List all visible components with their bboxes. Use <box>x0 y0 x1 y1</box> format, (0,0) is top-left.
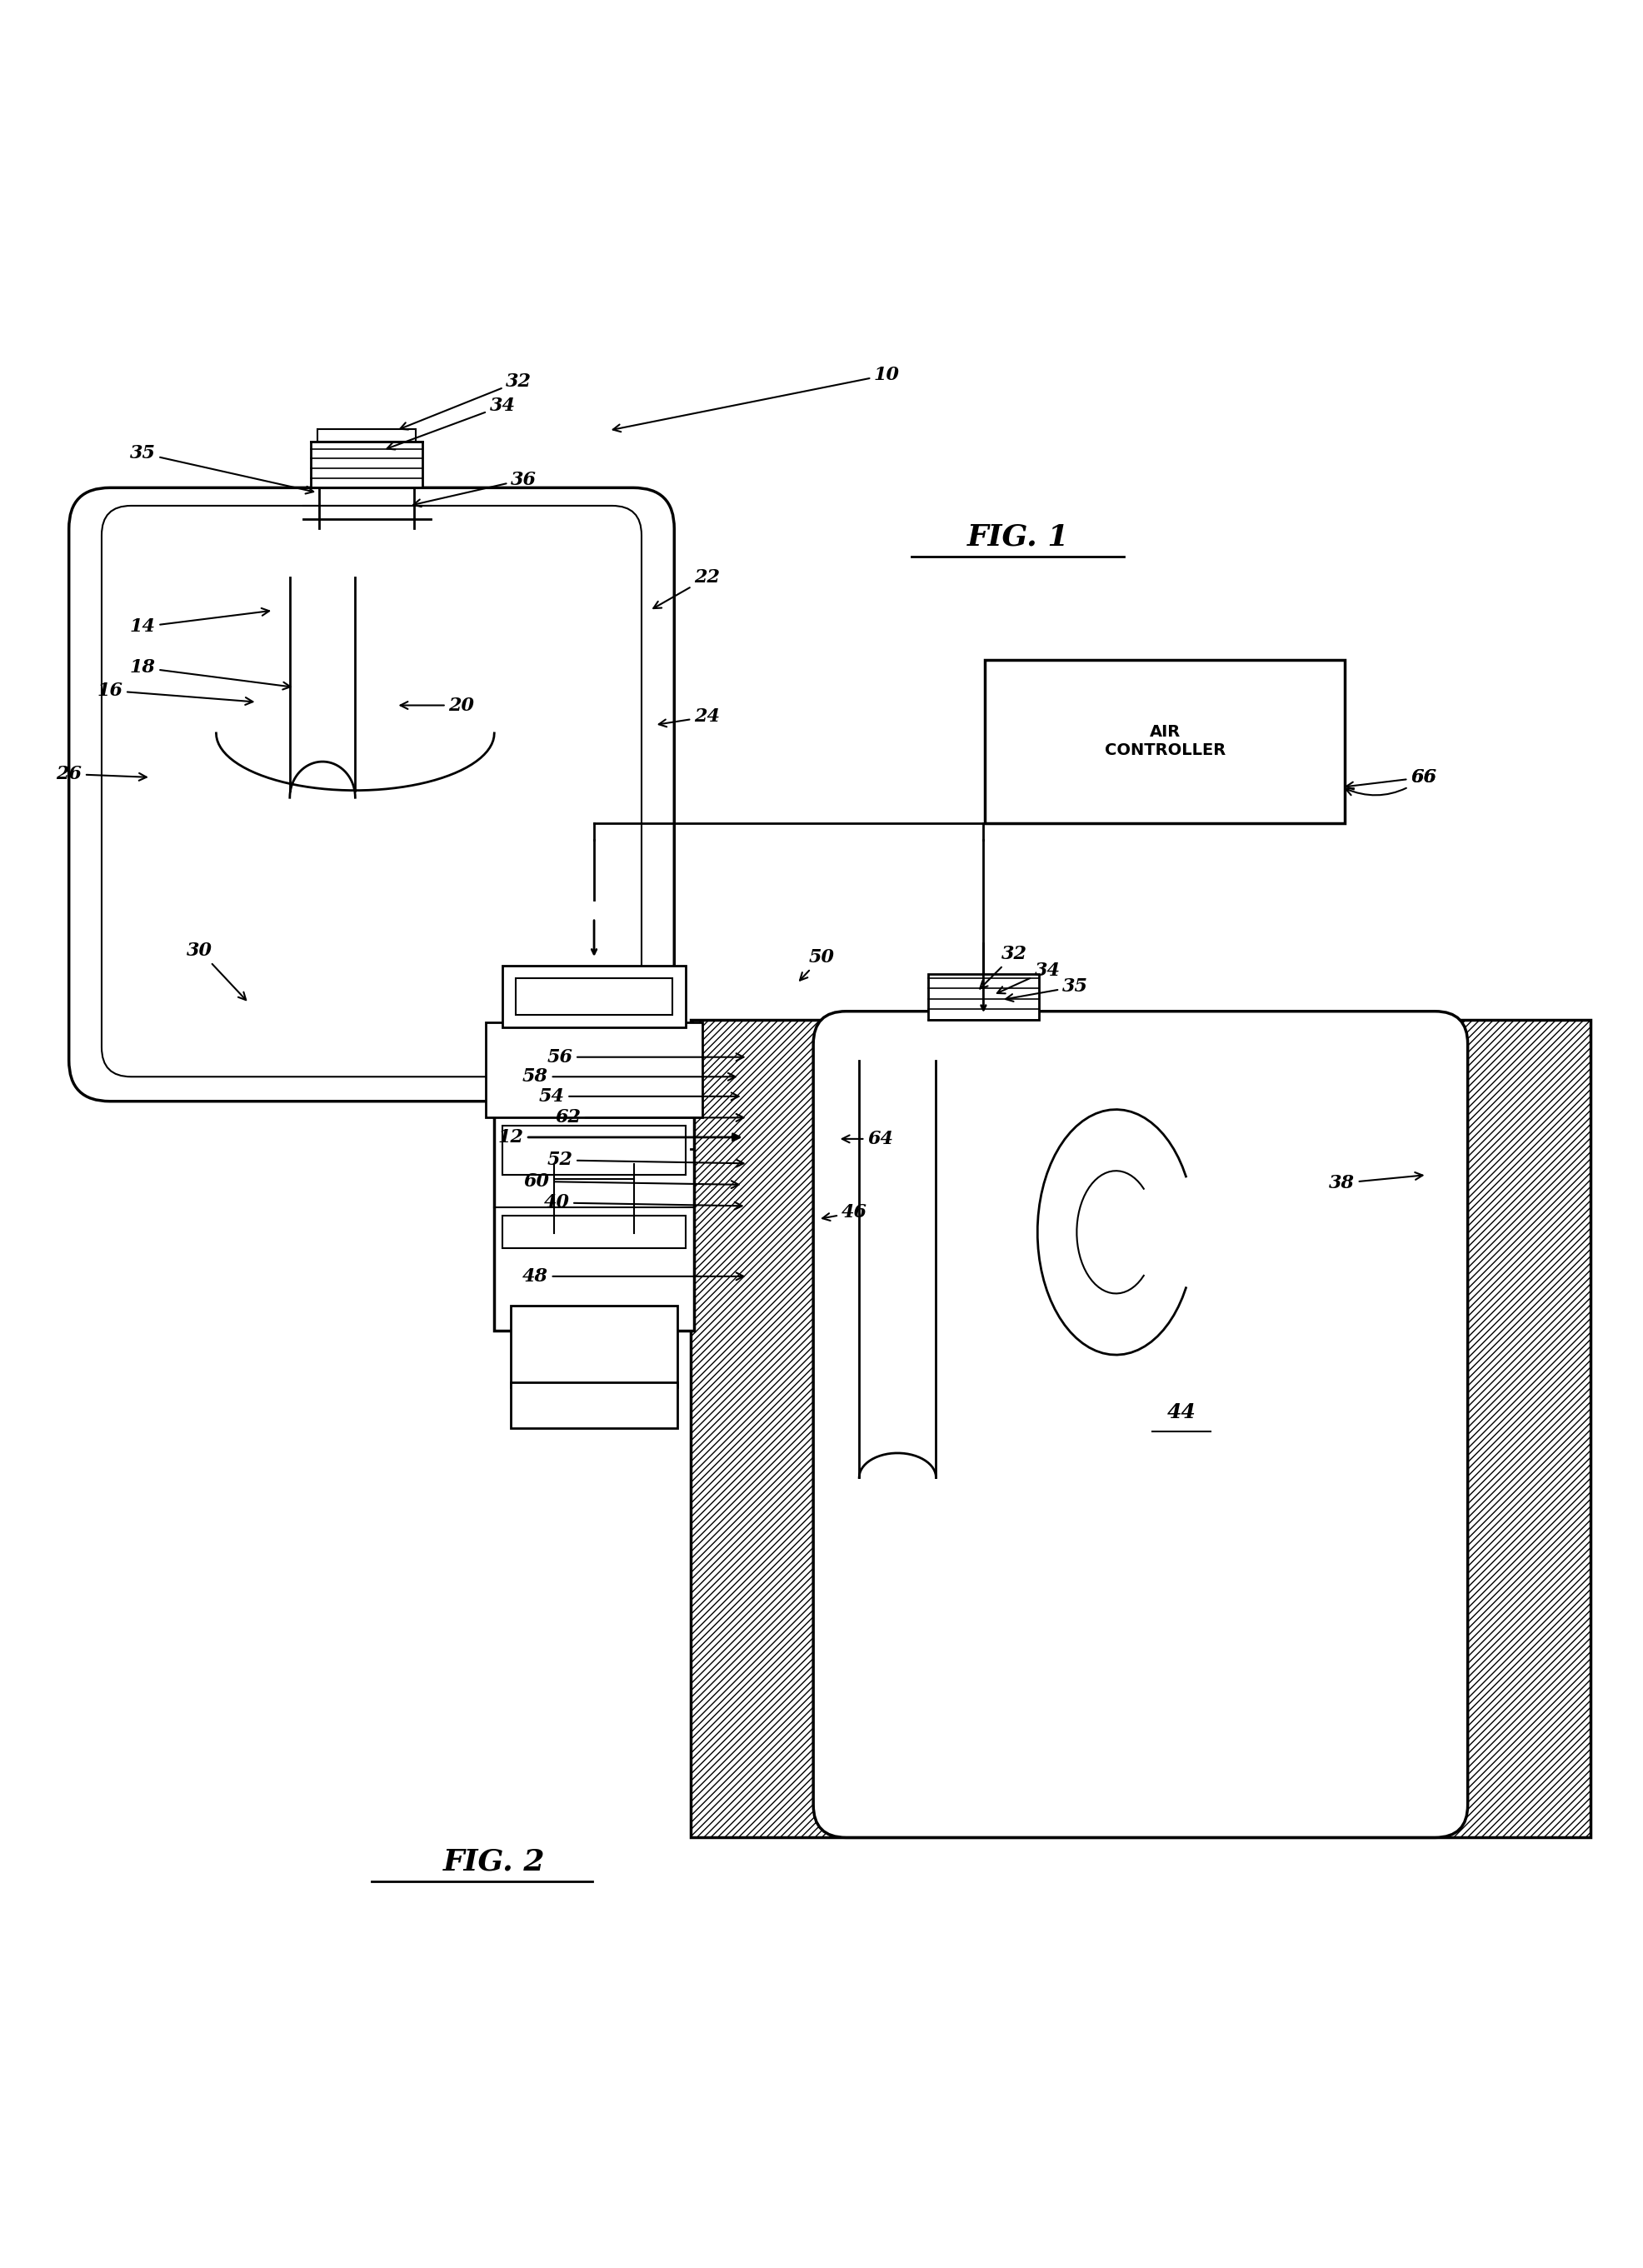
Text: 20: 20 <box>401 696 475 714</box>
Text: 18: 18 <box>130 658 291 689</box>
Text: 38: 38 <box>1329 1173 1423 1193</box>
Text: 24: 24 <box>659 708 720 726</box>
Bar <box>495 1027 693 1331</box>
Text: 60: 60 <box>524 1173 739 1191</box>
Bar <box>690 1021 1590 1837</box>
Text: 66: 66 <box>1346 769 1436 789</box>
Text: 22: 22 <box>654 569 720 608</box>
Text: 12: 12 <box>498 1127 739 1145</box>
Text: 52: 52 <box>547 1152 744 1170</box>
Text: 32: 32 <box>979 946 1027 989</box>
Text: 10: 10 <box>613 365 900 431</box>
Text: 36: 36 <box>414 469 537 506</box>
Text: 35: 35 <box>1006 978 1088 1002</box>
Bar <box>503 1125 685 1175</box>
Bar <box>928 973 1038 1021</box>
Text: 16: 16 <box>97 680 253 705</box>
Text: 44: 44 <box>1167 1402 1196 1422</box>
Text: 50: 50 <box>800 948 835 980</box>
Bar <box>486 1023 702 1118</box>
Text: 46: 46 <box>823 1204 868 1222</box>
Text: 30: 30 <box>187 941 246 1000</box>
Text: 32: 32 <box>401 372 532 429</box>
Bar <box>311 442 422 488</box>
Text: 62: 62 <box>555 1109 744 1127</box>
Text: 26: 26 <box>56 764 146 782</box>
Bar <box>511 1306 677 1388</box>
FancyBboxPatch shape <box>69 488 674 1102</box>
Bar <box>503 966 685 1027</box>
FancyBboxPatch shape <box>813 1012 1467 1837</box>
Text: 48: 48 <box>522 1268 744 1286</box>
Text: 35: 35 <box>130 445 314 494</box>
Text: 40: 40 <box>544 1193 743 1211</box>
Text: 66: 66 <box>1346 769 1436 796</box>
Text: 54: 54 <box>539 1086 739 1105</box>
Text: 58: 58 <box>522 1068 736 1086</box>
Bar <box>986 660 1346 823</box>
Text: 14: 14 <box>130 608 269 635</box>
Text: AIR
CONTROLLER: AIR CONTROLLER <box>1104 723 1226 758</box>
Bar <box>516 978 672 1014</box>
Text: FIG. 1: FIG. 1 <box>966 522 1070 551</box>
Bar <box>503 1216 685 1247</box>
Bar <box>511 1383 677 1429</box>
Text: 34: 34 <box>388 397 516 449</box>
Bar <box>690 1021 1590 1837</box>
Text: FIG. 2: FIG. 2 <box>444 1848 545 1876</box>
Bar <box>317 429 416 442</box>
Text: 56: 56 <box>547 1048 744 1066</box>
Text: 34: 34 <box>997 962 1060 993</box>
Text: 64: 64 <box>843 1129 894 1148</box>
